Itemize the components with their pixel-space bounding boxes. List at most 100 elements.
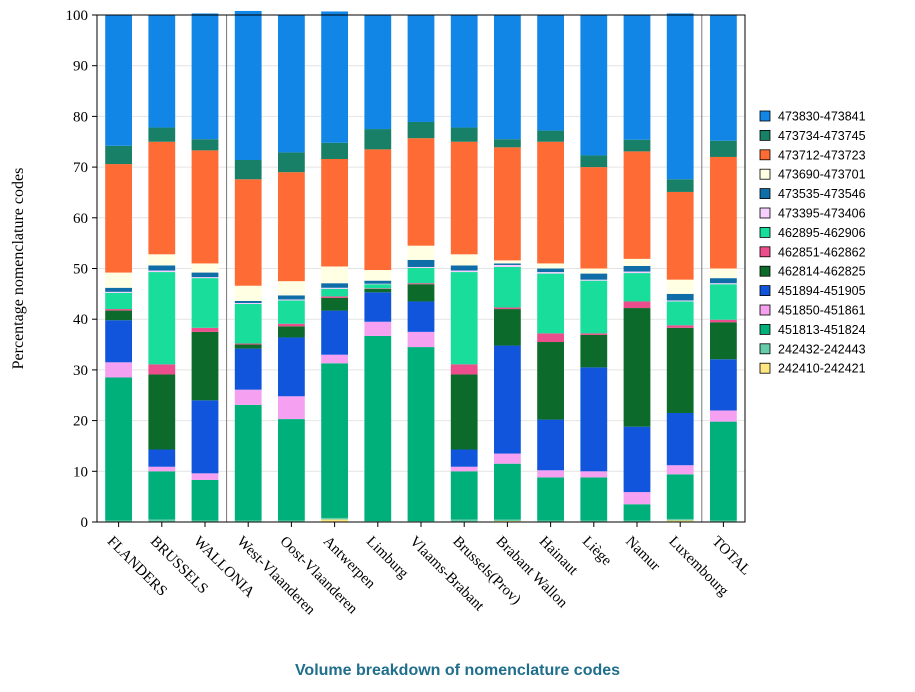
bar-segment — [278, 299, 305, 301]
series-473395-473406 — [105, 264, 737, 304]
bar-segment — [148, 449, 176, 467]
bar-segment — [278, 152, 305, 173]
bar-segment — [580, 334, 608, 368]
series-473734-473745 — [105, 121, 737, 192]
bar-segment — [278, 326, 305, 338]
bar-segment — [623, 139, 651, 152]
bar-segment — [580, 273, 608, 280]
bar-segment — [321, 283, 348, 288]
legend-label: 462814-462825 — [778, 265, 866, 279]
legend-label: 451850-451861 — [778, 304, 866, 318]
bar-segment — [321, 158, 348, 267]
legend-swatch — [759, 129, 771, 141]
bar-segment — [710, 520, 737, 522]
bar-segment — [234, 300, 262, 303]
bar-segment — [623, 504, 651, 521]
bar-segment — [234, 10, 262, 161]
bar-segment — [710, 156, 737, 269]
bar-segment — [407, 283, 435, 285]
legend-item: 451894-451905 — [759, 284, 866, 298]
y-tick-label: 0 — [81, 515, 89, 531]
bar-segment — [191, 479, 219, 521]
bar-segment — [148, 254, 176, 266]
legend-label: 473535-473546 — [778, 187, 866, 201]
bar-segment — [666, 191, 694, 280]
bar-segment — [580, 471, 608, 478]
bar-segment — [407, 121, 435, 139]
series-451894-451905 — [105, 292, 737, 493]
bar-segment — [623, 520, 651, 522]
bar-segment — [450, 127, 478, 142]
bar-segment — [321, 354, 348, 364]
bar-segment — [580, 155, 608, 168]
bar-segment — [234, 404, 262, 521]
bar-segment — [580, 477, 608, 521]
bar-segment — [278, 172, 305, 282]
bar-segment — [450, 519, 478, 522]
bar-segment — [234, 520, 262, 522]
bar-segment — [234, 303, 262, 344]
bar-segment — [580, 520, 608, 522]
bar-segment — [450, 270, 478, 273]
bar-segment — [407, 267, 435, 284]
bar-segment — [710, 319, 737, 323]
bar-segment — [278, 419, 305, 521]
legend-item: 473830-473841 — [759, 110, 866, 124]
bar-segment — [234, 160, 262, 180]
legend-label: 473712-473723 — [778, 148, 866, 162]
bar-segment — [710, 15, 737, 141]
legend-label: 451894-451905 — [778, 284, 866, 298]
legend-item: 451850-451861 — [759, 304, 866, 318]
y-axis: 0 10 20 30 40 50 60 70 80 90 100 — [66, 8, 97, 531]
series-242432-242443 — [105, 517, 737, 522]
bar-segment — [450, 374, 478, 450]
bar-segment — [666, 279, 694, 294]
legend-label: 242410-242421 — [778, 362, 866, 376]
x-axis-labels: FLANDERSBRUSSELSWALLONIAWest-VlaanderenO… — [104, 522, 754, 619]
x-tick-label: Liège — [579, 534, 615, 570]
bar-segment — [537, 470, 564, 478]
y-tick-label: 70 — [73, 160, 88, 176]
bar-segment — [494, 519, 521, 521]
bar-segment — [191, 278, 219, 328]
bar-segment — [105, 377, 132, 521]
bar-segment — [148, 374, 176, 450]
bar-segment — [105, 292, 132, 310]
bar-segment — [364, 292, 392, 322]
x-tick-label: West-Vlaanderen — [233, 534, 318, 619]
legend: 473830-473841 473734-473745 473712-473723 4… — [759, 110, 866, 376]
y-tick-label: 60 — [73, 211, 88, 227]
bar-segment — [494, 15, 521, 140]
bar-segment — [407, 331, 435, 348]
bar-segment — [234, 302, 262, 304]
bar-segment — [623, 265, 651, 272]
legend-label: 462895-462906 — [778, 226, 866, 240]
bar-segment — [580, 268, 608, 274]
bar-segment — [407, 245, 435, 260]
bar-segment — [191, 327, 219, 332]
y-tick-label: 40 — [73, 312, 88, 328]
legend-item: 242410-242421 — [759, 362, 866, 376]
bar-segment — [666, 518, 694, 521]
bar-segment — [710, 359, 737, 411]
bar-segment — [666, 327, 694, 413]
bar-segment — [105, 272, 132, 288]
bar-segment — [407, 347, 435, 521]
series-473712-473723 — [105, 138, 737, 286]
bar-segment — [537, 477, 564, 521]
legend-swatch — [759, 362, 771, 374]
bar-segment — [537, 333, 564, 343]
bar-segment — [321, 519, 348, 522]
bar-segment — [623, 151, 651, 259]
legend-item: 473535-473546 — [759, 187, 866, 201]
bar-segment — [364, 520, 392, 522]
bar-segment — [450, 265, 478, 271]
legend-label: 473690-473701 — [778, 168, 866, 182]
y-tick-label: 10 — [73, 464, 88, 480]
series-451813-451824 — [105, 335, 737, 521]
bar-segment — [191, 277, 219, 279]
bar-segment — [148, 364, 176, 375]
bar-segment — [623, 15, 651, 140]
bar-segment — [494, 309, 521, 346]
x-tick-label: Oost-Vlaanderen — [277, 534, 361, 618]
